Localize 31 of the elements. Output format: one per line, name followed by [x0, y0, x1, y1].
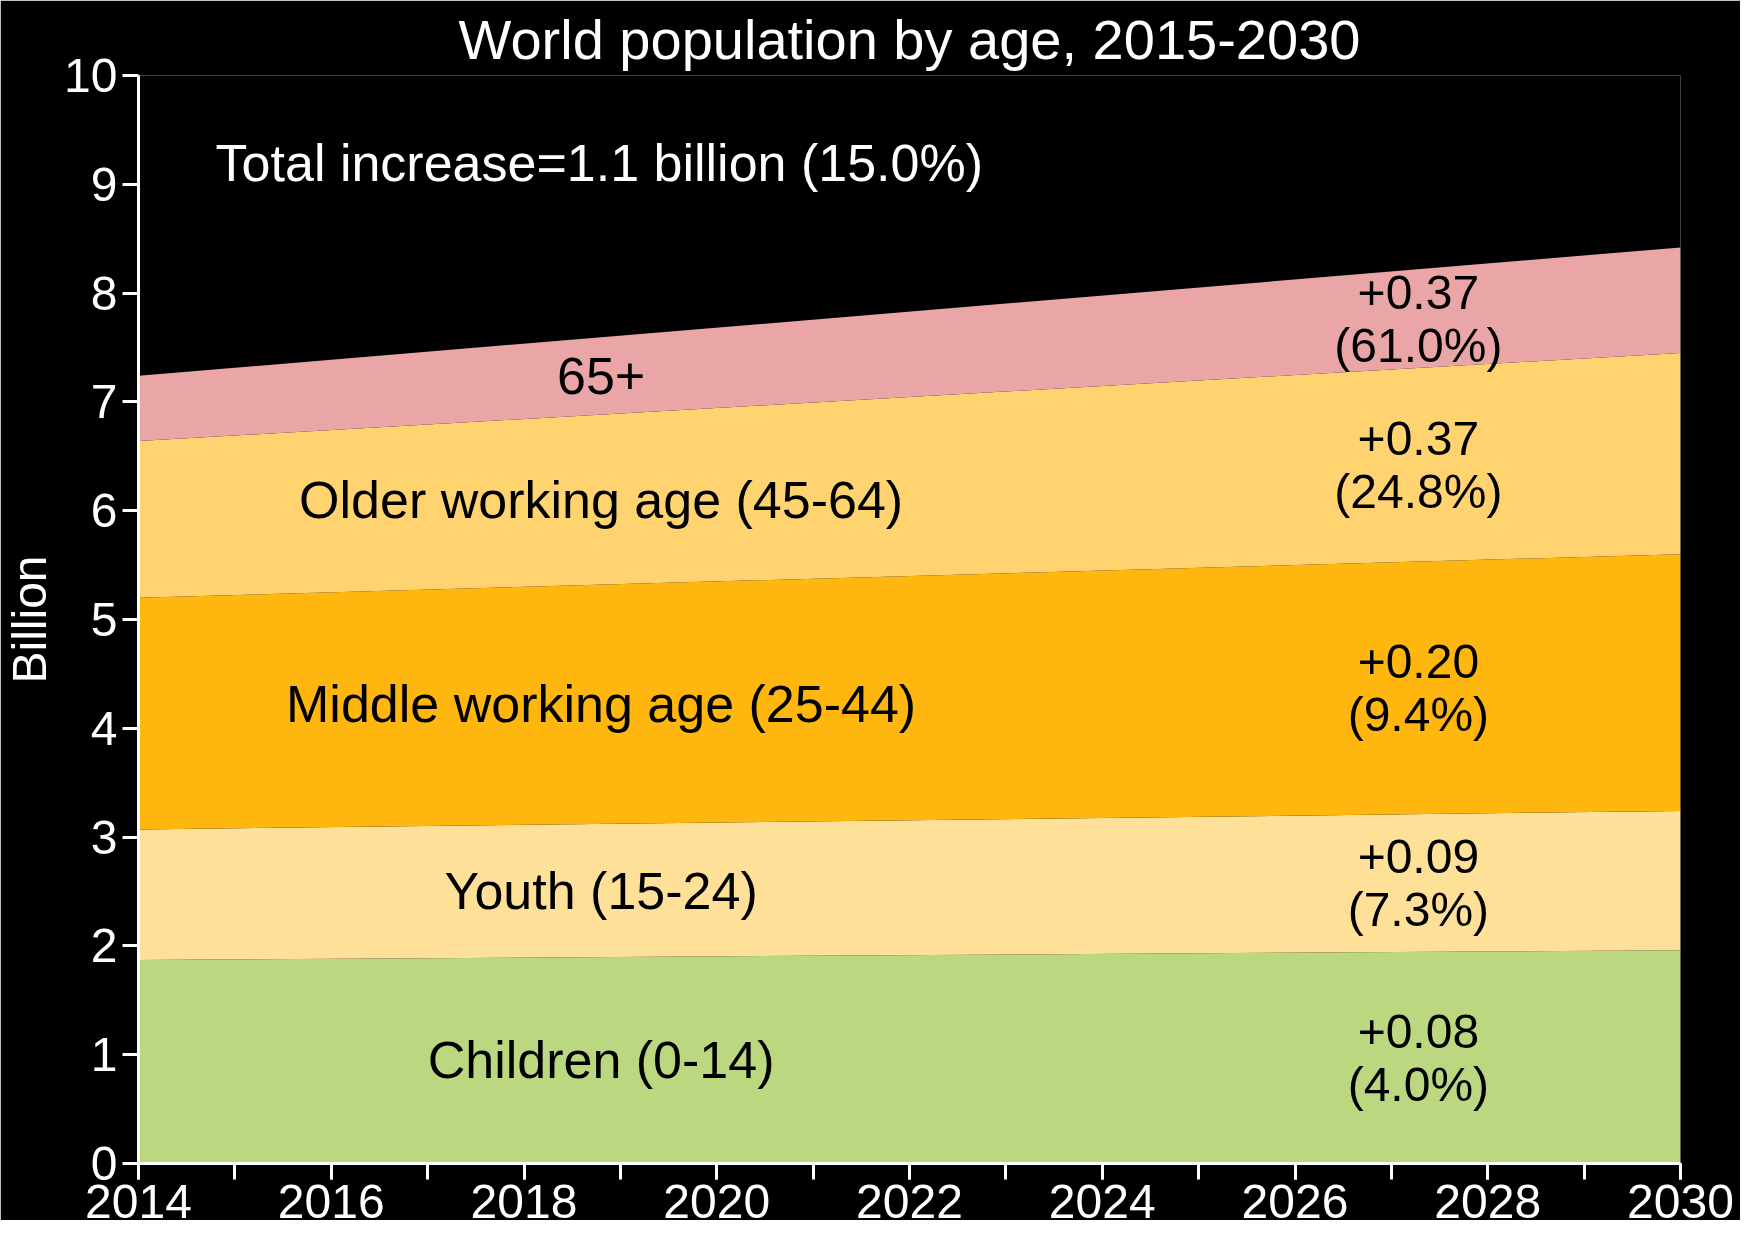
x-tick-label: 2024 [1048, 1174, 1156, 1228]
y-tick-label: 1 [90, 1028, 118, 1082]
y-tick-label: 2 [90, 919, 118, 973]
y-tick-label: 10 [64, 49, 118, 102]
annotation: +0.20 (9.4%) [1347, 634, 1490, 741]
x-tick-label: 2026 [1241, 1174, 1349, 1228]
y-tick-label: 6 [90, 484, 118, 538]
series-label: Children (0-14) [427, 1031, 775, 1090]
annotation: +0.08 (4.0%) [1347, 1004, 1490, 1111]
text: Total increase=1.1 billion (15.0%) [215, 133, 984, 192]
series-label: Middle working age (25-44) [286, 675, 917, 734]
series-label: 65+ [557, 346, 646, 405]
y-tick-label: 7 [90, 375, 118, 429]
series-label: Youth (15-24) [444, 861, 758, 920]
y-tick-label: 9 [90, 157, 118, 211]
x-tick-label: 2028 [1434, 1174, 1542, 1228]
chart-title: World population by age, 2015-2030 [458, 7, 1361, 71]
annotation: +0.09 (7.3%) [1347, 830, 1490, 937]
x-tick-label: 2030 [1627, 1174, 1734, 1228]
x-tick-label: 2018 [470, 1174, 578, 1228]
x-tick-label: 2020 [663, 1174, 771, 1228]
y-tick-label: 5 [90, 593, 118, 646]
x-tick-label: 2016 [277, 1174, 385, 1228]
y-axis-title: Billion [3, 555, 57, 684]
y-tick-label: 8 [90, 266, 118, 320]
x-tick-label: 2022 [856, 1174, 963, 1228]
y-tick-label: 3 [90, 810, 118, 864]
series-label: Older working age (45-64) [299, 470, 904, 529]
annotation: +0.37 (61.0%) [1334, 265, 1503, 372]
annotation: +0.37 (24.8%) [1334, 411, 1503, 518]
y-tick-label: 4 [90, 701, 118, 755]
